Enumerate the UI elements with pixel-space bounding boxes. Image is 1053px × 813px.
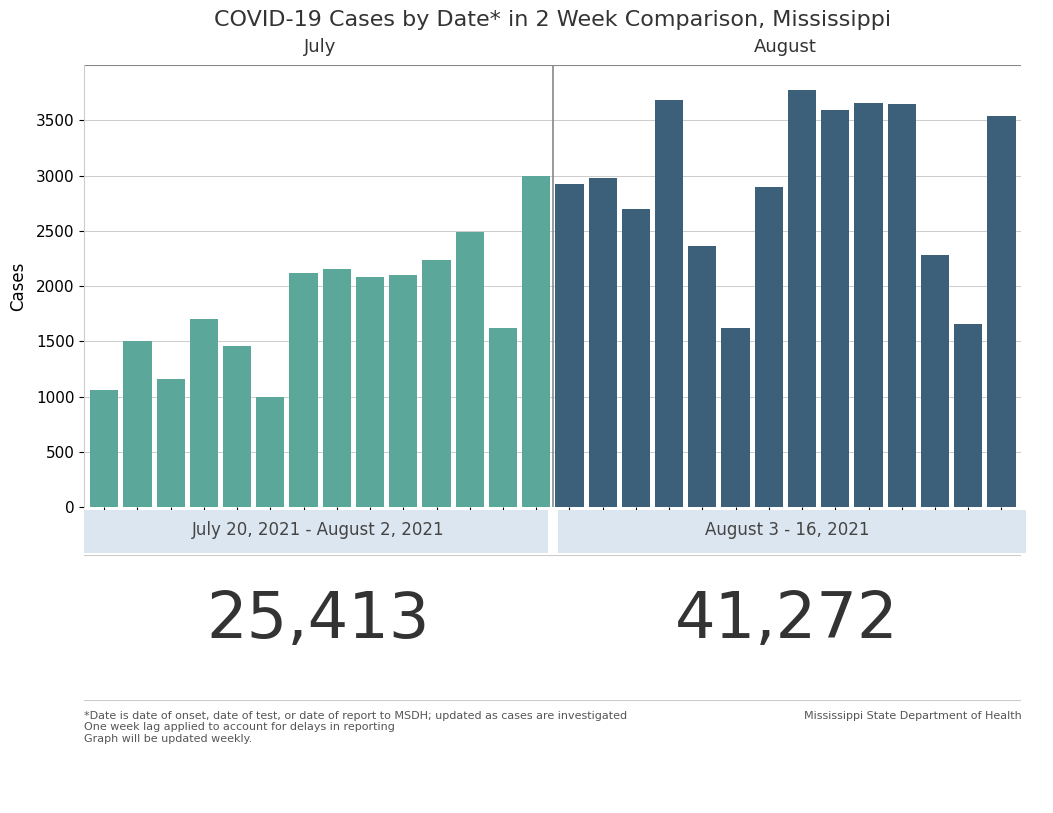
Bar xyxy=(621,209,650,507)
Bar xyxy=(190,320,218,507)
Bar xyxy=(788,90,816,507)
Bar xyxy=(721,328,750,507)
Bar xyxy=(223,346,252,507)
Bar xyxy=(422,259,451,507)
FancyBboxPatch shape xyxy=(557,510,1026,553)
Text: August: August xyxy=(754,38,817,56)
Text: July: July xyxy=(304,38,336,56)
Text: August 3 - 16, 2021: August 3 - 16, 2021 xyxy=(704,521,870,539)
Bar xyxy=(356,277,384,507)
Y-axis label: Cases: Cases xyxy=(9,262,27,311)
Bar xyxy=(91,390,118,507)
Bar xyxy=(256,397,284,507)
Text: *Date is date of onset, date of test, or date of report to MSDH; updated as case: *Date is date of onset, date of test, or… xyxy=(84,711,628,744)
Bar xyxy=(921,255,949,507)
Bar xyxy=(954,324,982,507)
Bar xyxy=(290,273,318,507)
Bar xyxy=(123,341,152,507)
Text: 25,413: 25,413 xyxy=(206,589,431,651)
Bar xyxy=(456,232,484,507)
Bar xyxy=(589,178,617,507)
Bar xyxy=(489,328,517,507)
Bar xyxy=(821,111,850,507)
Bar xyxy=(522,176,551,507)
Bar xyxy=(655,100,683,507)
Bar xyxy=(888,104,916,507)
Text: July 20, 2021 - August 2, 2021: July 20, 2021 - August 2, 2021 xyxy=(193,521,444,539)
FancyBboxPatch shape xyxy=(84,510,549,553)
Bar xyxy=(689,246,716,507)
Bar xyxy=(322,269,351,507)
Bar xyxy=(555,185,583,507)
Bar xyxy=(988,116,1015,507)
Text: Mississippi State Department of Health: Mississippi State Department of Health xyxy=(803,711,1021,721)
Bar xyxy=(157,379,184,507)
Title: COVID-19 Cases by Date* in 2 Week Comparison, Mississippi: COVID-19 Cases by Date* in 2 Week Compar… xyxy=(214,10,892,30)
Bar xyxy=(854,102,882,507)
Text: 41,272: 41,272 xyxy=(675,589,899,651)
Bar xyxy=(390,275,417,507)
Bar xyxy=(755,187,783,507)
